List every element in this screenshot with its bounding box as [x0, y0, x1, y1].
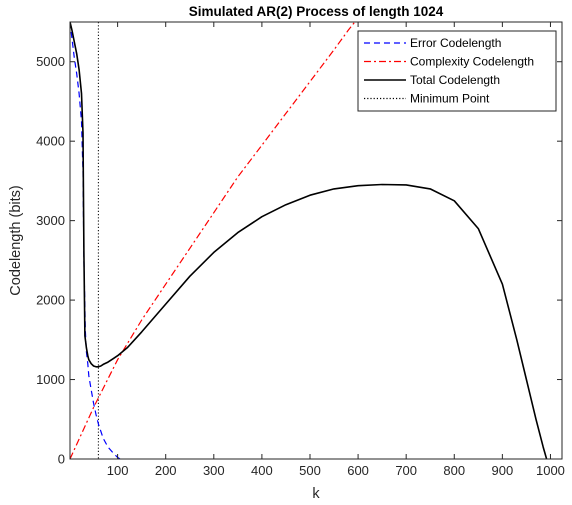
x-tick-label: 1000 [536, 463, 565, 478]
y-tick-label: 5000 [36, 54, 65, 69]
y-axis-label: Codelength (bits) [8, 185, 24, 295]
y-tick-label: 2000 [36, 293, 65, 308]
x-tick-label: 900 [492, 463, 514, 478]
x-axis-label: k [312, 486, 320, 502]
y-tick-label: 0 [58, 452, 65, 467]
legend-box [357, 30, 557, 112]
y-tick-label: 4000 [36, 134, 65, 149]
legend: Error Codelength Complexity Codelength Tot… [357, 30, 557, 112]
legend-entry-label: Error Codelength [410, 36, 501, 50]
series-group [70, 22, 548, 459]
chart-title: Simulated AR(2) Process of length 1024 [189, 4, 444, 19]
x-tick-label: 600 [347, 463, 369, 478]
y-tick-label: 1000 [36, 372, 65, 387]
complexity-codelength-line [70, 22, 356, 459]
x-tick-label: 300 [203, 463, 225, 478]
x-tick-label: 800 [443, 463, 465, 478]
x-axis: 100 200 300 400 500 600 700 800 900 1000 [107, 22, 565, 478]
legend-entry-label: Minimum Point [410, 92, 490, 106]
legend-entry-label: Total Codelength [410, 73, 500, 87]
total-codelength-line [70, 22, 548, 459]
x-tick-label: 200 [155, 463, 177, 478]
x-tick-label: 400 [251, 463, 273, 478]
x-tick-label: 500 [299, 463, 321, 478]
x-tick-label: 100 [107, 463, 129, 478]
x-tick-label: 700 [395, 463, 417, 478]
y-axis: 0 1000 2000 3000 4000 5000 [36, 54, 562, 467]
y-tick-label: 3000 [36, 213, 65, 228]
axes-box [69, 21, 563, 460]
legend-entry-label: Complexity Codelength [410, 55, 534, 69]
error-codelength-line [70, 22, 121, 459]
